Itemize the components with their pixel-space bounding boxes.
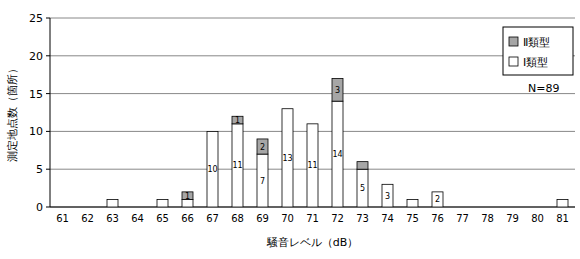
legend-label: Ⅱ類型 xyxy=(523,36,550,49)
grid-line xyxy=(50,93,575,94)
x-tick-label: 71 xyxy=(306,213,319,224)
grid-line xyxy=(50,18,575,19)
y-tick xyxy=(46,131,50,132)
legend: Ⅱ類型 Ⅰ類型 xyxy=(503,27,573,75)
bar xyxy=(382,184,393,207)
data-labels: 101171311145321123 xyxy=(185,86,440,205)
y-axis-title: 測定地点数（箇所） xyxy=(6,63,19,162)
y-tick-label: 20 xyxy=(29,50,43,63)
data-label: 2 xyxy=(260,143,265,152)
x-tick-label: 62 xyxy=(81,213,94,224)
bar xyxy=(157,199,168,207)
data-label: 11 xyxy=(232,161,242,170)
bar xyxy=(557,199,568,207)
grid-line xyxy=(50,55,575,56)
x-tick-label: 73 xyxy=(356,213,369,224)
data-label: 2 xyxy=(435,195,440,204)
bar xyxy=(207,131,218,207)
x-tick-label: 65 xyxy=(156,213,169,224)
bar xyxy=(357,162,368,170)
bar xyxy=(332,101,343,207)
data-label: 10 xyxy=(207,165,217,174)
x-axis-title: 騒音レベル（dB） xyxy=(266,236,359,249)
y-tick-label: 0 xyxy=(36,201,43,214)
x-tick-label: 75 xyxy=(406,213,419,224)
x-tick-label: 76 xyxy=(431,213,444,224)
legend-swatch xyxy=(509,37,518,46)
bar xyxy=(357,169,368,207)
x-tick-label: 70 xyxy=(281,213,294,224)
bar xyxy=(257,154,268,207)
y-tick-label: 10 xyxy=(29,125,43,138)
x-tick-label: 81 xyxy=(556,213,569,224)
x-tick-label: 72 xyxy=(331,213,344,224)
data-label: 14 xyxy=(332,150,342,159)
x-tick-label: 67 xyxy=(206,213,219,224)
y-axis xyxy=(50,18,51,207)
x-tick-label: 74 xyxy=(381,213,394,224)
annotation: N=89 xyxy=(528,82,559,95)
legend-label: Ⅰ類型 xyxy=(523,56,548,69)
x-tick-label: 77 xyxy=(456,213,469,224)
data-label: 11 xyxy=(307,161,317,170)
x-tick-label: 68 xyxy=(231,213,244,224)
y-tick-label: 15 xyxy=(29,88,43,101)
bar xyxy=(107,199,118,207)
data-label: 13 xyxy=(282,154,292,163)
y-tick-label: 5 xyxy=(36,163,43,176)
bar xyxy=(232,124,243,207)
bar xyxy=(407,199,418,207)
bar xyxy=(257,139,268,154)
bar xyxy=(332,78,343,101)
y-tick xyxy=(46,169,50,170)
bar xyxy=(307,124,318,207)
bar xyxy=(282,109,293,207)
y-tick xyxy=(46,55,50,56)
x-tick-label: 79 xyxy=(506,213,519,224)
y-tick xyxy=(46,93,50,94)
bar xyxy=(432,192,443,207)
data-label: 1 xyxy=(185,192,190,201)
x-tick-label: 69 xyxy=(256,213,269,224)
data-label: 5 xyxy=(360,184,365,193)
legend-box xyxy=(503,27,573,75)
chart: 0510152025616263646566676869707172737475… xyxy=(0,0,580,259)
data-label: 3 xyxy=(385,192,390,201)
data-label: 1 xyxy=(235,116,240,125)
bars xyxy=(107,78,568,207)
x-tick-label: 61 xyxy=(56,213,69,224)
legend-swatch xyxy=(509,57,518,66)
y-tick xyxy=(46,18,50,19)
data-label: 7 xyxy=(260,177,265,186)
x-tick-label: 66 xyxy=(181,213,194,224)
y-tick-label: 25 xyxy=(29,12,43,25)
x-tick-label: 63 xyxy=(106,213,119,224)
data-label: 3 xyxy=(335,86,340,95)
y-tick xyxy=(46,207,50,208)
x-tick-label: 64 xyxy=(131,213,144,224)
x-tick-label: 80 xyxy=(531,213,544,224)
x-tick-label: 78 xyxy=(481,213,494,224)
